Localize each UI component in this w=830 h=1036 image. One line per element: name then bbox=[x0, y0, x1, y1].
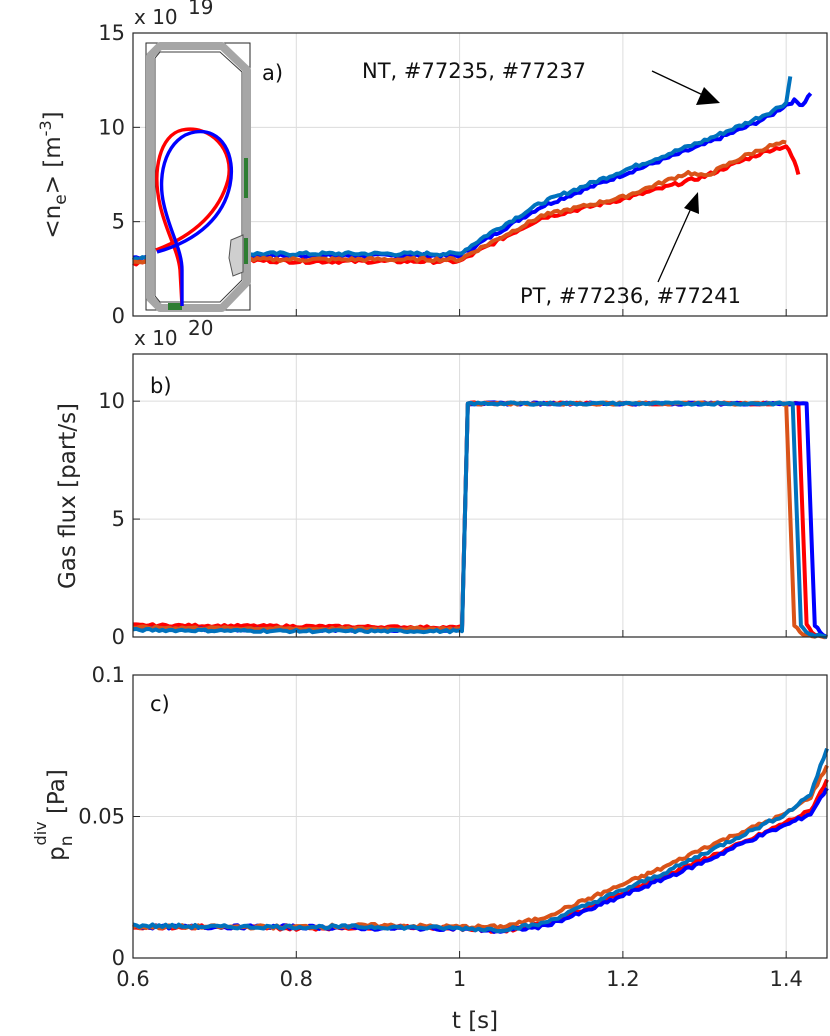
ytick-label: 0 bbox=[112, 304, 125, 328]
inset-wall-marker-2 bbox=[244, 238, 248, 264]
ytick-label: 0 bbox=[112, 946, 125, 970]
xtick-label: 1 bbox=[453, 967, 466, 991]
pt-arrow bbox=[657, 192, 699, 283]
a-ylabel-sup: -3 bbox=[36, 120, 55, 136]
a-ylabel-sub: e bbox=[51, 194, 71, 204]
panel-b-grid bbox=[132, 354, 827, 638]
panel-a-label: a) bbox=[262, 61, 283, 85]
c-ylabel-main: p bbox=[44, 846, 70, 861]
panel-b-ylabel: Gas flux [part/s] bbox=[55, 403, 81, 589]
inset-divertor-gauge bbox=[168, 303, 182, 310]
panel-b-frame bbox=[132, 353, 828, 638]
series-line-b-0 bbox=[133, 400, 828, 640]
panel-a-exponent: x 10 19 bbox=[134, 0, 213, 29]
panel-b-label: b) bbox=[150, 374, 172, 398]
a-ylabel-end: > [m bbox=[40, 136, 66, 194]
series-line-c-3 bbox=[132, 747, 829, 934]
panel-a-ylabel: <ne> [m-3] bbox=[36, 111, 71, 238]
c-ylabel-end: [Pa] bbox=[44, 769, 70, 821]
panel-b-yticks: 0 5 10 bbox=[98, 389, 787, 649]
pt-annotation: PT, #77236, #77241 bbox=[520, 284, 741, 308]
inset-pt-shape bbox=[155, 127, 231, 307]
inset-wall-marker-1 bbox=[244, 158, 248, 198]
panel-a-frame bbox=[132, 32, 828, 317]
x-axis-label: t [s] bbox=[452, 1008, 498, 1034]
inset-vessel-diagram bbox=[145, 42, 251, 312]
a-ylabel-close: ] bbox=[40, 111, 66, 120]
inset-wall-inner bbox=[154, 51, 243, 303]
xtick-label: 1.2 bbox=[606, 967, 639, 991]
ytick-label: 5 bbox=[112, 210, 125, 234]
c-ylabel-sub: n bbox=[57, 835, 77, 846]
panel-c: c) 0 0.05 0.1 0.6 0.8 1 1.2 1.4 pndiv [Pa] t [… bbox=[31, 663, 829, 1034]
panel-b: b) x 10 20 0 5 10 Gas flux [part/s] bbox=[55, 316, 828, 649]
ytick-label: 0 bbox=[112, 625, 125, 649]
nt-arrow bbox=[651, 70, 720, 105]
inset-nt-shape bbox=[156, 130, 233, 306]
inset-port bbox=[228, 234, 244, 277]
panel-b-exponent-base: x 10 bbox=[134, 326, 178, 350]
series-line-b-1 bbox=[132, 400, 828, 639]
nt-annotation: NT, #77235, #77237 bbox=[362, 59, 586, 83]
a-ylabel-main: <n bbox=[40, 205, 66, 239]
c-ylabel-sup: div bbox=[31, 821, 50, 845]
inset-wall bbox=[146, 42, 251, 312]
ytick-label: 15 bbox=[98, 21, 125, 45]
ytick-label: 10 bbox=[98, 389, 125, 413]
series-line-c-1 bbox=[132, 787, 829, 934]
series-line-b-3 bbox=[132, 400, 828, 639]
panel-a-exponent-base: x 10 bbox=[134, 5, 178, 29]
ytick-label: 10 bbox=[98, 115, 125, 139]
panel-c-yticks: 0 0.05 0.1 bbox=[78, 663, 787, 970]
panel-b-series bbox=[132, 400, 828, 640]
xtick-label: 0.6 bbox=[116, 967, 149, 991]
panel-a: a) NT, #77235, #77237 PT, #77236, #77241… bbox=[36, 0, 828, 328]
panel-a-exponent-power: 19 bbox=[188, 0, 213, 19]
panel-a-yticks: 0 5 10 15 bbox=[98, 21, 787, 328]
panel-c-ylabel: pndiv [Pa] bbox=[31, 769, 77, 861]
xtick-label: 0.8 bbox=[280, 967, 313, 991]
panel-b-exponent-power: 20 bbox=[188, 316, 213, 340]
panel-c-series bbox=[131, 747, 829, 934]
panel-b-exponent: x 10 20 bbox=[134, 316, 213, 350]
ytick-label: 0.1 bbox=[92, 663, 125, 687]
xtick-label: 1.4 bbox=[769, 967, 802, 991]
panel-c-label: c) bbox=[150, 692, 170, 716]
panel-c-xticks: 0.6 0.8 1 1.2 1.4 bbox=[116, 967, 803, 991]
panel-c-grid bbox=[132, 674, 827, 959]
ytick-label: 5 bbox=[112, 507, 125, 531]
series-line-b-2 bbox=[132, 400, 828, 640]
ytick-label: 0.05 bbox=[78, 805, 125, 829]
